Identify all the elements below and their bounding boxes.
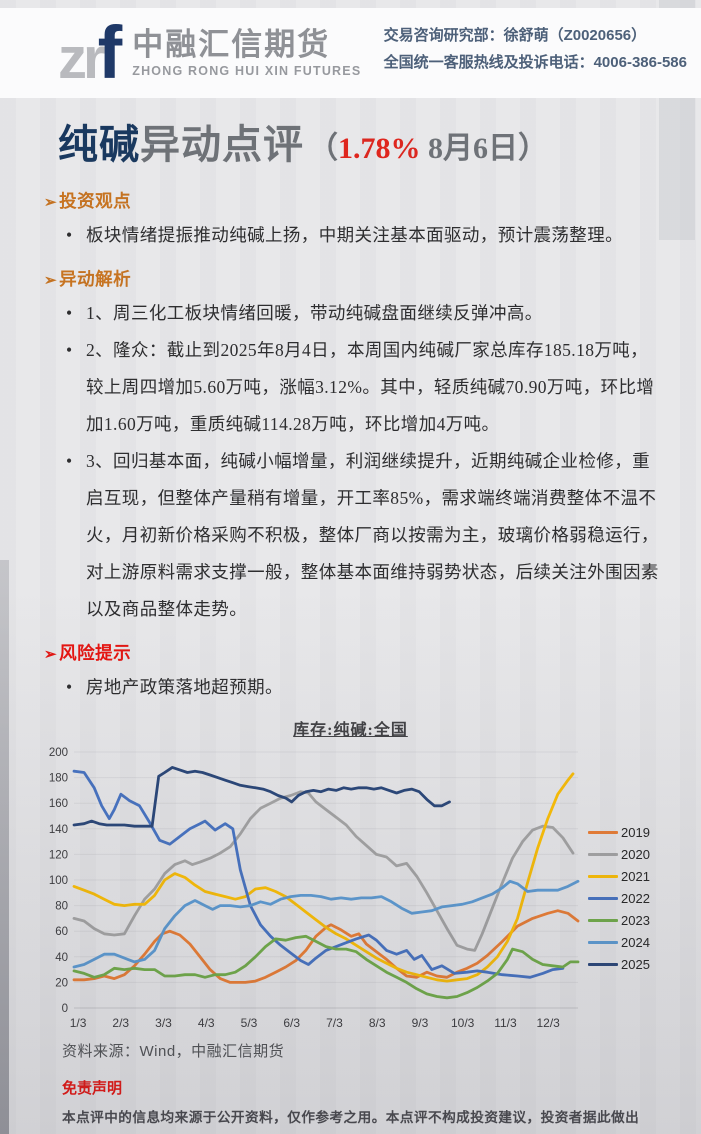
legend-item: 2025 [588, 957, 692, 972]
bullet-analysis-3: • 3、回归基本面，纯碱小幅增量，利润继续提升，近期纯碱企业检修，重启互现，但整体… [58, 443, 661, 628]
bullet-text: 3、回归基本面，纯碱小幅增量，利润继续提升，近期纯碱企业检修，重启互现，但整体产… [86, 451, 659, 619]
title-paren-open: （ [308, 132, 338, 165]
legend-label: 2021 [621, 869, 650, 884]
contact-hotline: 全国统一客服热线及投诉电话：4006-386-586 [383, 54, 687, 71]
svg-text:60: 60 [55, 926, 68, 938]
svg-text:40: 40 [55, 952, 68, 964]
contact-researcher: 交易咨询研究部：徐舒萌（Z0020656） [383, 27, 647, 44]
legend-item: 2019 [588, 825, 692, 840]
svg-text:6/3: 6/3 [283, 1016, 300, 1030]
legend-swatch-icon [588, 831, 618, 834]
legend-label: 2024 [621, 935, 650, 950]
dot-bullet-icon: • [66, 303, 73, 323]
dot-bullet-icon: • [66, 340, 73, 360]
inventory-chart: 0 20 40 60 80 100 120 140 160 180 200 1/3 2/3 3/3 4/3 5… [40, 742, 701, 1034]
legend-swatch-icon [588, 897, 618, 900]
chart-title: 库存:纯碱:全国 [293, 722, 408, 739]
dot-bullet-icon: • [66, 677, 73, 697]
legend-swatch-icon [588, 853, 618, 856]
bullet-investment-view: • 板块情绪提振推动纯碱上扬，中期关注基本面驱动，预计震荡整理。 [58, 217, 661, 254]
svg-text:10/3: 10/3 [451, 1016, 475, 1030]
bullet-risk-warning: • 房地产政策落地超预期。 [58, 669, 661, 706]
bullet-analysis-1: • 1、周三化工板块情绪回暖，带动纯碱盘面继续反弹冲高。 [58, 295, 661, 332]
bullet-analysis-2: • 2、隆众：截止到2025年8月4日，本周国内纯碱厂家总库存185.18万吨，较… [58, 332, 661, 443]
title-paren-close: ） [518, 132, 548, 165]
disclaimer: 免责声明 本点评中的信息均来源于公开资料，仅作参考之用。本点评不构成投资建议，投… [62, 1077, 639, 1134]
legend-label: 2025 [621, 957, 650, 972]
svg-text:2/3: 2/3 [112, 1016, 129, 1030]
chart-legend: 2019 2020 2021 2022 2023 2024 2025 [588, 742, 692, 1034]
svg-text:3/3: 3/3 [155, 1016, 172, 1030]
legend-item: 2021 [588, 869, 692, 884]
legend-label: 2019 [621, 825, 650, 840]
contact-info: 交易咨询研究部：徐舒萌（Z0020656） 全国统一客服热线及投诉电话：4006… [384, 22, 687, 76]
title-suffix: 异动点评 [140, 122, 304, 167]
logo-letter-f: f [97, 11, 123, 94]
svg-text:5/3: 5/3 [241, 1016, 258, 1030]
svg-text:160: 160 [49, 798, 68, 810]
svg-text:4/3: 4/3 [198, 1016, 215, 1030]
svg-text:120: 120 [49, 849, 68, 861]
svg-text:100: 100 [49, 875, 68, 887]
dot-bullet-icon: • [66, 451, 73, 471]
legend-swatch-icon [588, 875, 618, 878]
bullet-text: 房地产政策落地超预期。 [86, 677, 283, 697]
zrf-logo-icon: zr f [58, 16, 122, 90]
dot-bullet-icon: • [66, 225, 73, 245]
section-heading-move-analysis: ➢ 异动解析 [44, 266, 661, 291]
legend-item: 2022 [588, 891, 692, 906]
arrow-bullet-icon: ➢ [44, 647, 58, 663]
disclaimer-title: 免责声明 [62, 1080, 123, 1097]
legend-label: 2023 [621, 913, 650, 928]
inventory-chart-svg: 0 20 40 60 80 100 120 140 160 180 200 1/3 2/3 3/3 4/3 5… [49, 747, 580, 1030]
report-body: ➢ 投资观点 • 板块情绪提振推动纯碱上扬，中期关注基本面驱动，预计震荡整理。 ➢ 异… [0, 170, 701, 706]
legend-swatch-icon [588, 919, 618, 922]
legend-item: 2020 [588, 847, 692, 862]
bullet-text: 1、周三化工板块情绪回暖，带动纯碱盘面继续反弹冲高。 [86, 303, 543, 323]
report-title: 纯碱异动点评 （1.78% 8月6日） [0, 98, 701, 170]
disclaimer-body: 本点评中的信息均来源于公开资料，仅作参考之用。本点评不构成投资建议，投资者据此做… [62, 1110, 639, 1125]
section-heading-label: 投资观点 [59, 191, 132, 211]
svg-text:11/3: 11/3 [494, 1016, 517, 1030]
title-product: 纯碱 [58, 122, 140, 167]
title-change-pct: 1.78% [338, 132, 421, 165]
svg-text:1/3: 1/3 [70, 1016, 87, 1030]
bullet-text: 2、隆众：截止到2025年8月4日，本周国内纯碱厂家总库存185.18万吨，较上… [86, 340, 655, 434]
section-heading-label: 异动解析 [59, 269, 132, 289]
header: zr f 中融汇信期货 ZHONG RONG HUI XIN FUTURES 交易… [0, 8, 701, 98]
svg-text:80: 80 [55, 901, 68, 913]
legend-label: 2022 [621, 891, 650, 906]
legend-swatch-icon [588, 963, 618, 966]
legend-swatch-icon [588, 941, 618, 944]
svg-text:7/3: 7/3 [326, 1016, 343, 1030]
arrow-bullet-icon: ➢ [44, 273, 58, 289]
svg-text:8/3: 8/3 [369, 1016, 386, 1030]
svg-text:140: 140 [49, 824, 68, 836]
legend-label: 2020 [621, 847, 650, 862]
logo-letters-zr: zr [58, 26, 106, 91]
bullet-text: 板块情绪提振推动纯碱上扬，中期关注基本面驱动，预计震荡整理。 [86, 225, 623, 245]
svg-text:180: 180 [49, 773, 68, 785]
legend-item: 2024 [588, 935, 692, 950]
svg-text:20: 20 [55, 977, 68, 989]
source-note: 资料来源：Wind，中融汇信期货 [62, 1043, 285, 1060]
svg-text:0: 0 [62, 1003, 68, 1015]
section-heading-risk-warning: ➢ 风险提示 [44, 640, 661, 665]
svg-text:12/3: 12/3 [536, 1016, 560, 1030]
section-heading-label: 风险提示 [59, 643, 132, 663]
company-logo: zr f 中融汇信期货 ZHONG RONG HUI XIN FUTURES [58, 16, 361, 90]
svg-text:200: 200 [49, 747, 68, 759]
title-date: 8月6日 [420, 132, 518, 165]
company-name-en: ZHONG RONG HUI XIN FUTURES [132, 64, 362, 79]
arrow-bullet-icon: ➢ [44, 195, 58, 211]
section-heading-investment-view: ➢ 投资观点 [44, 188, 661, 213]
company-name-cn: 中融汇信期货 [132, 26, 331, 62]
company-name-block: 中融汇信期货 ZHONG RONG HUI XIN FUTURES [132, 26, 362, 79]
legend-item: 2023 [588, 913, 692, 928]
svg-text:9/3: 9/3 [412, 1016, 429, 1030]
